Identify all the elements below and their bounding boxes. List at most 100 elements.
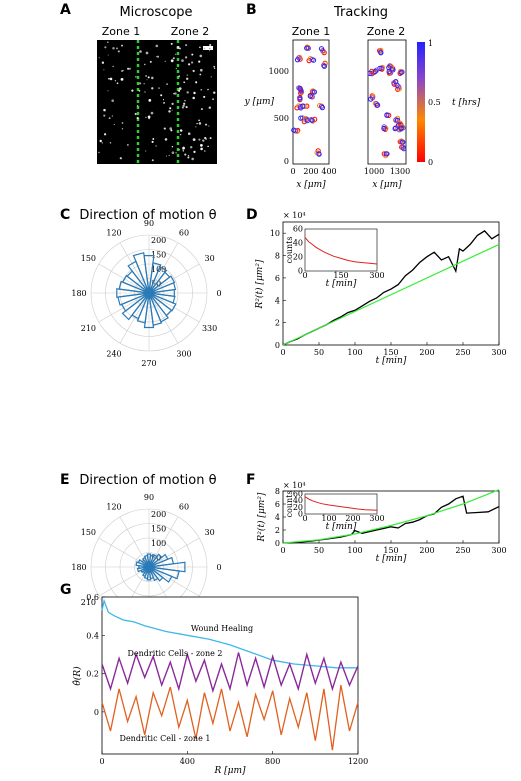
chart-f-ytick: 2	[275, 526, 280, 535]
chart-g-label-zone1: Dendritic Cell - zone 1	[120, 734, 211, 743]
microscope-title: Microscope	[119, 5, 192, 20]
track-point	[383, 151, 389, 157]
track-point	[319, 105, 325, 111]
track-point	[297, 95, 303, 101]
chart-d-xtick: 50	[314, 348, 324, 357]
colorbar-tick-0.5: 0.5	[428, 98, 441, 107]
microscope-cell	[155, 145, 157, 147]
microscope-cell	[101, 61, 105, 64]
chart-d-inset-xlabel: t [min]	[326, 279, 357, 289]
tracking-xlabel-1: x [μm]	[296, 180, 326, 190]
microscope-cell	[200, 68, 203, 72]
microscope-cell	[171, 146, 174, 148]
microscope-cell	[143, 83, 145, 85]
microscope-cell	[149, 60, 152, 63]
chart-f-inset-series	[304, 496, 378, 511]
microscope-cell	[136, 117, 139, 120]
microscope-cell	[187, 132, 191, 135]
microscope-cell	[121, 128, 124, 130]
polar-e-title: Direction of motion θ	[79, 473, 216, 488]
track-point	[373, 101, 379, 107]
microscope-cell	[175, 53, 177, 55]
microscope-cell	[99, 139, 102, 143]
microscope-cell	[134, 75, 137, 78]
chart-f-inset-ytick: 0	[298, 510, 303, 519]
track-point	[398, 69, 404, 76]
microscope-cell	[209, 43, 212, 47]
microscope-cell	[150, 111, 154, 115]
chart-f-xtick: 300	[491, 546, 506, 555]
polar-e-angle-label: 60	[179, 502, 189, 511]
polar-c-spoke	[98, 263, 150, 294]
chart-f-xtick: 50	[314, 546, 324, 555]
tracking-plots	[291, 39, 407, 165]
microscope-cell	[198, 119, 200, 122]
track-point	[307, 93, 313, 99]
microscope-cell	[182, 104, 185, 108]
polar-e-angle-label: 210	[81, 598, 96, 607]
microscope-cell	[163, 127, 166, 130]
polar-c-title: Direction of motion θ	[79, 208, 216, 223]
polar-c-spoke	[119, 242, 150, 294]
chart-d-ytick: 8	[275, 252, 280, 261]
track-point	[384, 112, 390, 118]
colorbar-tick-1: 1	[428, 39, 433, 48]
microscope-cell	[146, 79, 148, 81]
microscope-cell	[147, 115, 151, 119]
track-point	[305, 45, 312, 51]
track-point	[298, 115, 304, 121]
polar-c-angle-label: 150	[81, 254, 96, 263]
chart-g-series-1	[101, 651, 359, 694]
panel-label-f: F	[246, 472, 256, 488]
microscope-zone1-label: Zone 1	[102, 25, 141, 38]
chart-g-xlabel: R [μm]	[213, 766, 246, 776]
track-point	[311, 57, 317, 63]
microscope-cell	[175, 152, 177, 154]
microscope-cell	[114, 80, 117, 82]
polar-c-angle-label: 30	[205, 254, 215, 263]
track-point	[318, 46, 325, 52]
polar-c-spoke	[119, 292, 150, 344]
tracking-title: Tracking	[333, 5, 388, 20]
microscope-cell	[103, 108, 106, 112]
chart-d-ytick: 10	[270, 229, 280, 238]
microscope-cell	[205, 123, 208, 126]
microscope-cell	[171, 102, 174, 106]
microscope-cell	[173, 92, 175, 95]
microscope-cell	[170, 59, 174, 63]
polar-chart-c: 5010015020090603003303002702402101801501…	[71, 219, 221, 368]
microscope-cell	[199, 54, 203, 58]
track-point	[373, 67, 380, 73]
polar-c-spoke	[148, 292, 179, 344]
chart-g-label-zone2: Dendritic Cells - zone 2	[127, 649, 222, 658]
track-point	[300, 103, 306, 109]
microscope-cell	[171, 109, 173, 111]
microscope-cell	[162, 99, 165, 101]
microscope-cell	[166, 83, 168, 85]
microscope-cell	[109, 142, 112, 144]
microscope-cell	[184, 56, 188, 59]
polar-e-angle-label: 120	[106, 502, 121, 511]
microscope-cell	[151, 140, 154, 143]
microscope-cell	[119, 157, 122, 160]
microscope-cell	[189, 146, 193, 149]
polar-e-spoke	[98, 537, 150, 568]
microscope-cell	[196, 122, 198, 125]
microscope-cell	[138, 89, 141, 92]
chart-g-series-2	[101, 684, 359, 751]
panel-label-a: A	[60, 2, 71, 18]
track-point	[372, 68, 378, 75]
chart-d-inset-xtick: 300	[369, 271, 384, 280]
microscope-cell	[209, 137, 212, 140]
microscope-cell	[168, 110, 171, 113]
microscope-cell	[111, 99, 115, 103]
microscope-cell	[113, 123, 115, 126]
microscope-cell	[185, 44, 188, 47]
microscope-cell	[182, 149, 184, 151]
track-point	[398, 125, 404, 131]
microscope-cell	[182, 150, 184, 152]
chart-g-series-0	[101, 598, 358, 669]
microscope-cell	[199, 46, 201, 49]
tracking-xtick-200: 200	[303, 167, 318, 176]
microscope-cell	[198, 138, 201, 141]
